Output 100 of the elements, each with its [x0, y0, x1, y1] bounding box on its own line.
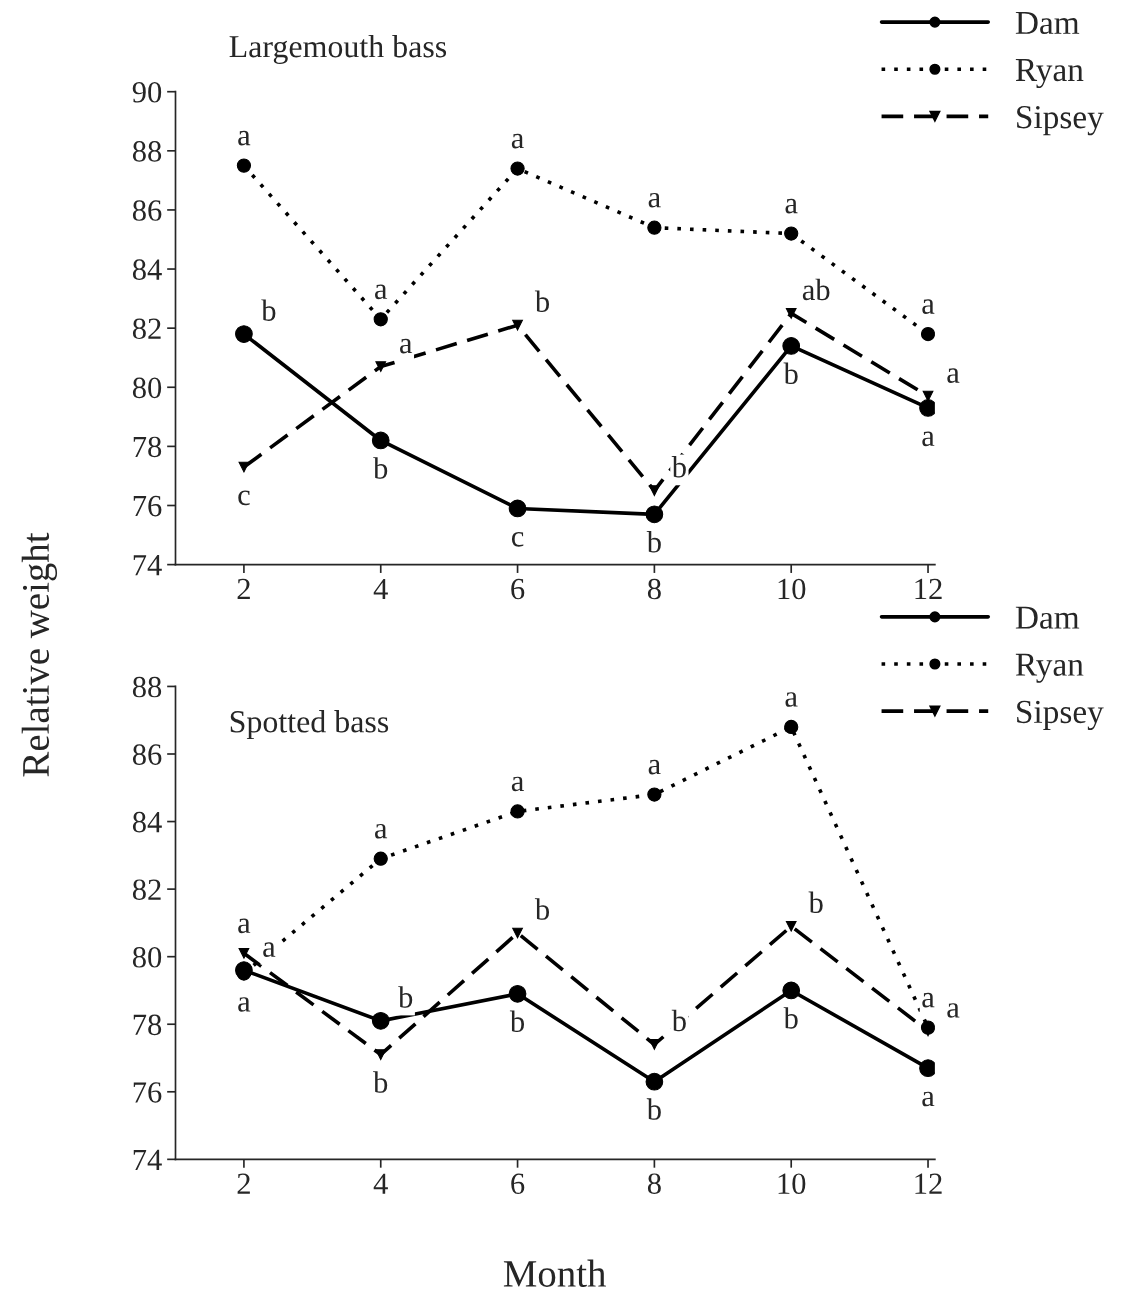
annotation: c — [511, 531, 524, 547]
x-tick-label: 10 — [778, 578, 806, 600]
annotation: a — [238, 918, 251, 934]
legend-label: Ryan — [1015, 59, 1084, 89]
y-tick-label: 80 — [132, 946, 162, 968]
point — [784, 226, 799, 241]
annotation: b — [373, 457, 388, 479]
point — [647, 220, 662, 235]
y-axis-title: Relative weight — [21, 532, 58, 777]
point — [512, 319, 523, 331]
y-tick-label: 74 — [133, 555, 162, 576]
point — [645, 505, 664, 524]
annotation: b — [808, 891, 823, 914]
annotation: b — [783, 1007, 798, 1029]
point — [235, 325, 253, 343]
annotation: a — [511, 776, 524, 792]
point — [784, 719, 799, 735]
annotation: b — [646, 1098, 661, 1120]
y-tick-label: 84 — [132, 811, 162, 833]
y-tick-label: 88 — [132, 141, 162, 162]
x-tick-label: 2 — [237, 1173, 250, 1194]
annotation: a — [785, 692, 798, 707]
point — [785, 308, 797, 319]
y-tick-label: 80 — [132, 377, 162, 399]
x-tick-label: 6 — [511, 1173, 525, 1195]
annotation: a — [947, 1003, 960, 1018]
legend-label: Sipsey — [1017, 106, 1104, 136]
x-tick-label: 12 — [915, 578, 942, 600]
annotation: b — [671, 1009, 686, 1032]
point — [375, 361, 387, 372]
point — [508, 499, 527, 518]
point — [645, 1072, 664, 1091]
point — [510, 804, 525, 819]
annotation: a — [785, 198, 798, 214]
y-tick-label: 76 — [133, 495, 162, 517]
annotation: a — [238, 997, 251, 1012]
y-tick-label: 74 — [133, 1149, 162, 1170]
text: Spotted bass — [230, 710, 389, 740]
x-tick-label: 10 — [778, 1173, 806, 1195]
point — [782, 337, 801, 355]
x-axis-title: Month — [503, 1259, 606, 1287]
y-tick-label: 84 — [132, 259, 162, 280]
y-tick-label: 86 — [132, 744, 162, 765]
annotation: b — [534, 898, 550, 920]
point — [373, 851, 388, 866]
annotation: ab — [802, 278, 830, 301]
x-tick-label: 8 — [647, 1173, 661, 1195]
point — [371, 1012, 390, 1030]
point — [373, 312, 388, 327]
annotation: b — [261, 299, 276, 321]
point — [508, 984, 527, 1003]
x-tick-label: 6 — [511, 578, 525, 600]
point — [785, 920, 797, 932]
annotation: b — [534, 290, 550, 313]
annotation: a — [263, 942, 276, 957]
x-tick-label: 8 — [647, 578, 661, 600]
point — [782, 981, 801, 1000]
y-tick-label: 78 — [133, 436, 162, 458]
point — [649, 485, 660, 497]
y-tick-label: 82 — [132, 318, 161, 340]
y-tick-label: 82 — [132, 879, 161, 901]
y-tick-label: 90 — [132, 81, 162, 103]
annotation: a — [238, 130, 251, 146]
annotation: b — [783, 362, 798, 385]
point — [512, 927, 523, 939]
annotation: a — [375, 823, 388, 839]
point — [371, 431, 390, 450]
point — [647, 787, 662, 802]
point — [238, 947, 250, 959]
annotation: a — [922, 299, 935, 314]
x-tick-label: 2 — [237, 578, 250, 600]
x-tick-label: 12 — [915, 1173, 942, 1194]
annotation: c — [238, 490, 250, 506]
annotation: a — [922, 1091, 935, 1107]
annotation: a — [922, 431, 935, 447]
annotation: a — [922, 992, 935, 1008]
chart-title: Largemouth bass — [229, 34, 447, 65]
y-tick-label: 76 — [133, 1082, 162, 1103]
annotation: b — [373, 1071, 388, 1093]
y-tick-label: 86 — [132, 200, 162, 221]
legend-label: Dam — [1015, 606, 1080, 629]
point — [510, 161, 525, 176]
annotation: a — [375, 284, 388, 300]
annotation: b — [509, 1010, 525, 1033]
annotation: b — [646, 531, 661, 553]
x-tick-label: 4 — [373, 1173, 388, 1194]
annotation: b — [671, 456, 686, 478]
legend-label: Sipsey — [1017, 700, 1104, 731]
point — [238, 461, 250, 473]
x-tick-label: 4 — [373, 578, 388, 600]
legend-label: Ryan — [1015, 653, 1084, 683]
y-tick-label: 78 — [133, 1014, 162, 1036]
annotation: b — [398, 986, 413, 1008]
point — [920, 326, 935, 342]
annotation: a — [648, 192, 661, 208]
annotation: a — [947, 368, 960, 383]
annotation: a — [511, 133, 524, 149]
point — [236, 158, 252, 173]
y-tick-label: 88 — [132, 676, 162, 698]
annotation: a — [400, 338, 413, 354]
